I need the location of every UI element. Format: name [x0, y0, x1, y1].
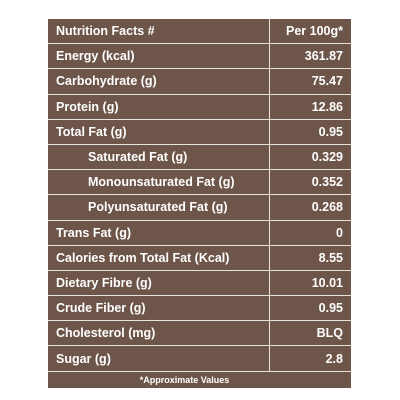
table-header-row: Nutrition Facts # Per 100g* [48, 19, 351, 45]
table-row: Carbohydrate (g) 75.47 [48, 69, 351, 95]
nutrient-value: BLQ [316, 326, 343, 341]
nutrient-value: 0.268 [311, 200, 343, 215]
header-value-cell: Per 100g* [286, 24, 343, 39]
nutrient-value: 0.329 [311, 150, 343, 165]
table-row: Energy (kcal) 361.87 [48, 44, 351, 70]
nutrient-value: 0.95 [318, 301, 343, 316]
footnote: *Approximate Values [139, 374, 230, 385]
nutrition-facts-table: Nutrition Facts # Per 100g* Energy (kcal… [47, 18, 352, 389]
nutrient-value: 8.55 [318, 250, 343, 265]
nutrient-name: Crude Fiber (g) [48, 296, 270, 321]
table-row: Calories from Total Fat (Kcal) 8.55 [48, 245, 351, 271]
nutrient-value: 361.87 [304, 49, 343, 64]
nutrient-name: Polyunsaturated Fat (g) [48, 195, 270, 220]
nutrient-name: Protein (g) [48, 94, 270, 119]
table-row: Trans Fat (g) 0 [48, 220, 351, 246]
table-row: Cholesterol (mg) BLQ [48, 321, 351, 347]
nutrient-name: Saturated Fat (g) [48, 144, 270, 170]
header-name-cell: Nutrition Facts # [48, 19, 270, 44]
nutrient-value: 0.95 [318, 124, 343, 139]
nutrient-value: 12.86 [311, 99, 343, 114]
nutrient-name: Calories from Total Fat (Kcal) [48, 245, 270, 270]
nutrient-name: Sugar (g) [48, 346, 270, 371]
table-row: Crude Fiber (g) 0.95 [48, 296, 351, 322]
nutrient-name: Cholesterol (mg) [48, 321, 270, 346]
table-row: Dietary Fibre (g) 10.01 [48, 270, 351, 297]
nutrient-value: 0.352 [311, 175, 343, 190]
footnote-row: *Approximate Values [48, 372, 351, 388]
table-row: Polyunsaturated Fat (g) 0.268 [48, 195, 351, 221]
nutrient-value: 2.8 [325, 351, 343, 366]
table-row: Sugar (g) 2.8 [48, 346, 351, 372]
nutrient-value: 0 [336, 225, 343, 240]
nutrient-value: 75.47 [311, 74, 343, 89]
table-row: Monounsaturated Fat (g) 0.352 [48, 170, 351, 196]
table-row: Protein (g) 12.86 [48, 94, 351, 120]
nutrient-name: Trans Fat (g) [48, 220, 270, 245]
nutrient-name: Energy (kcal) [48, 44, 270, 69]
nutrient-value: 10.01 [311, 275, 343, 290]
nutrient-name: Total Fat (g) [48, 119, 270, 144]
table-row: Saturated Fat (g) 0.329 [48, 144, 351, 171]
table-row: Total Fat (g) 0.95 [48, 119, 351, 145]
nutrient-name: Monounsaturated Fat (g) [48, 170, 270, 195]
nutrient-name: Dietary Fibre (g) [48, 270, 270, 296]
nutrient-name: Carbohydrate (g) [48, 69, 270, 94]
